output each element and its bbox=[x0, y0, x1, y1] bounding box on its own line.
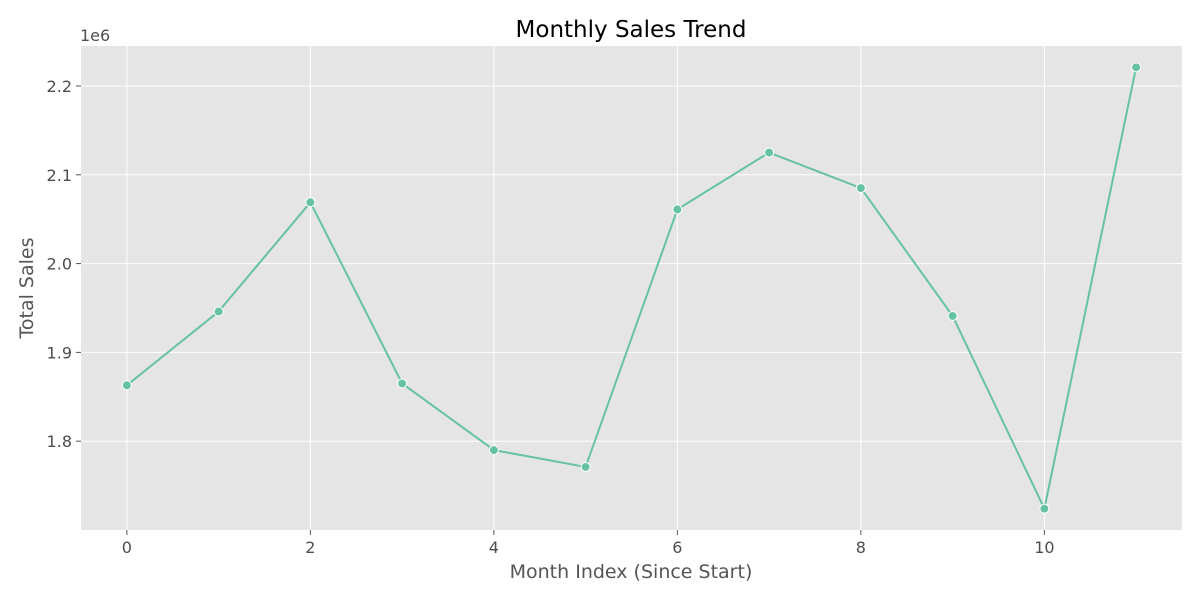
y-tick-label: 2.0 bbox=[47, 255, 72, 274]
x-tick-label: 0 bbox=[122, 538, 132, 557]
data-point bbox=[213, 306, 224, 317]
y-axis-ticks: 1.8 1.9 2.0 2.1 2.2 bbox=[47, 77, 81, 451]
x-tick-label: 10 bbox=[1034, 538, 1054, 557]
plot-area bbox=[81, 46, 1182, 530]
data-point bbox=[764, 147, 775, 158]
y-tick-label: 2.2 bbox=[47, 77, 72, 96]
y-axis-label: Total Sales bbox=[16, 238, 38, 340]
x-axis-label: Month Index (Since Start) bbox=[510, 561, 753, 583]
data-point bbox=[1039, 503, 1050, 514]
data-point bbox=[855, 183, 866, 194]
chart-title: Monthly Sales Trend bbox=[516, 17, 747, 43]
x-tick-label: 2 bbox=[305, 538, 315, 557]
series-line bbox=[126, 67, 1138, 510]
x-axis-ticks: 0 2 4 6 8 10 bbox=[122, 530, 1055, 557]
data-point bbox=[397, 378, 408, 389]
y-tick-label: 2.1 bbox=[47, 166, 72, 185]
x-tick-label: 4 bbox=[489, 538, 499, 557]
data-point bbox=[488, 445, 499, 456]
data-series bbox=[121, 62, 1142, 514]
data-point bbox=[580, 461, 591, 472]
x-tick-label: 8 bbox=[856, 538, 866, 557]
y-tick-label: 1.8 bbox=[47, 432, 72, 451]
data-point bbox=[947, 310, 958, 321]
data-point bbox=[121, 380, 132, 391]
y-axis-offset-label: 1e6 bbox=[80, 26, 110, 45]
data-point bbox=[672, 204, 683, 215]
data-point bbox=[1131, 62, 1142, 73]
data-point bbox=[305, 197, 316, 208]
x-tick-label: 6 bbox=[672, 538, 682, 557]
grid-lines bbox=[81, 46, 1182, 530]
y-tick-label: 1.9 bbox=[47, 343, 72, 362]
